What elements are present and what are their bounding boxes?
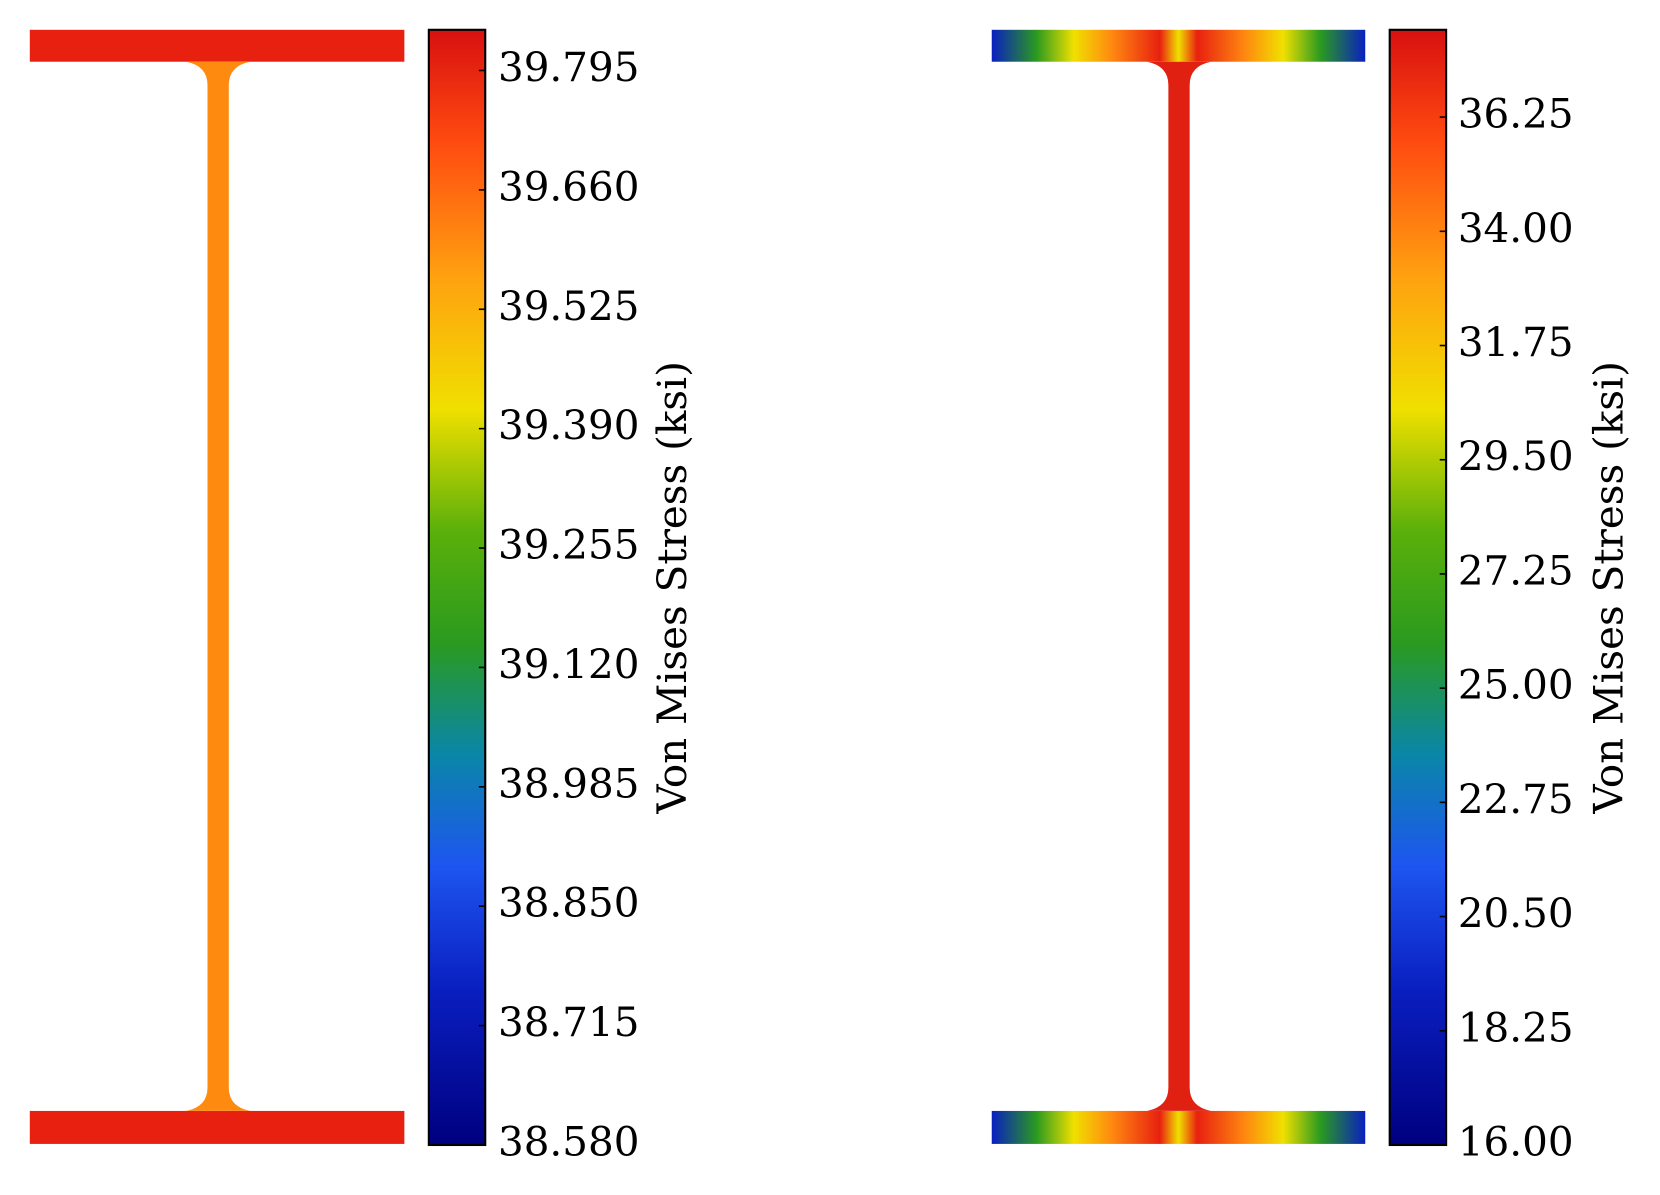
colorbar-tick-label: 20.50 <box>1458 889 1574 937</box>
colorbar-tick-label: 38.850 <box>498 879 639 927</box>
colorbar-tick-label: 39.255 <box>498 521 639 569</box>
beam-1 <box>29 29 405 1144</box>
colorbar-tick-label: 39.390 <box>498 401 639 449</box>
colorbar-tick-label: 16.00 <box>1458 1117 1574 1165</box>
colorbar-tick-label: 38.985 <box>498 759 639 807</box>
beam-2 <box>991 29 1366 1144</box>
colorbar-tick-label: 22.75 <box>1458 775 1574 823</box>
colorbar-tick-label: 39.525 <box>498 282 639 330</box>
colorbar <box>427 28 487 1147</box>
colorbar-tick-label: 25.00 <box>1458 661 1574 709</box>
colorbar-tick-label: 31.75 <box>1458 318 1574 366</box>
colorbar-label: Von Mises Stress (ksi) <box>1585 361 1633 815</box>
colorbar-tick-label: 38.715 <box>498 998 639 1046</box>
colorbar-label: Von Mises Stress (ksi) <box>648 361 696 815</box>
colorbar-tick-label: 29.50 <box>1458 432 1574 480</box>
colorbar-tick-label: 38.580 <box>498 1117 639 1165</box>
colorbar <box>1388 28 1448 1147</box>
colorbar-tick-label: 34.00 <box>1458 204 1574 252</box>
colorbar-tick-label: 36.25 <box>1458 90 1574 138</box>
colorbar-tick-label: 27.25 <box>1458 546 1574 594</box>
colorbar-tick-label: 39.120 <box>498 640 639 688</box>
colorbar-tick-label: 18.25 <box>1458 1003 1574 1051</box>
colorbar-tick-label: 39.660 <box>498 162 639 210</box>
colorbar-tick-label: 39.795 <box>498 43 639 91</box>
